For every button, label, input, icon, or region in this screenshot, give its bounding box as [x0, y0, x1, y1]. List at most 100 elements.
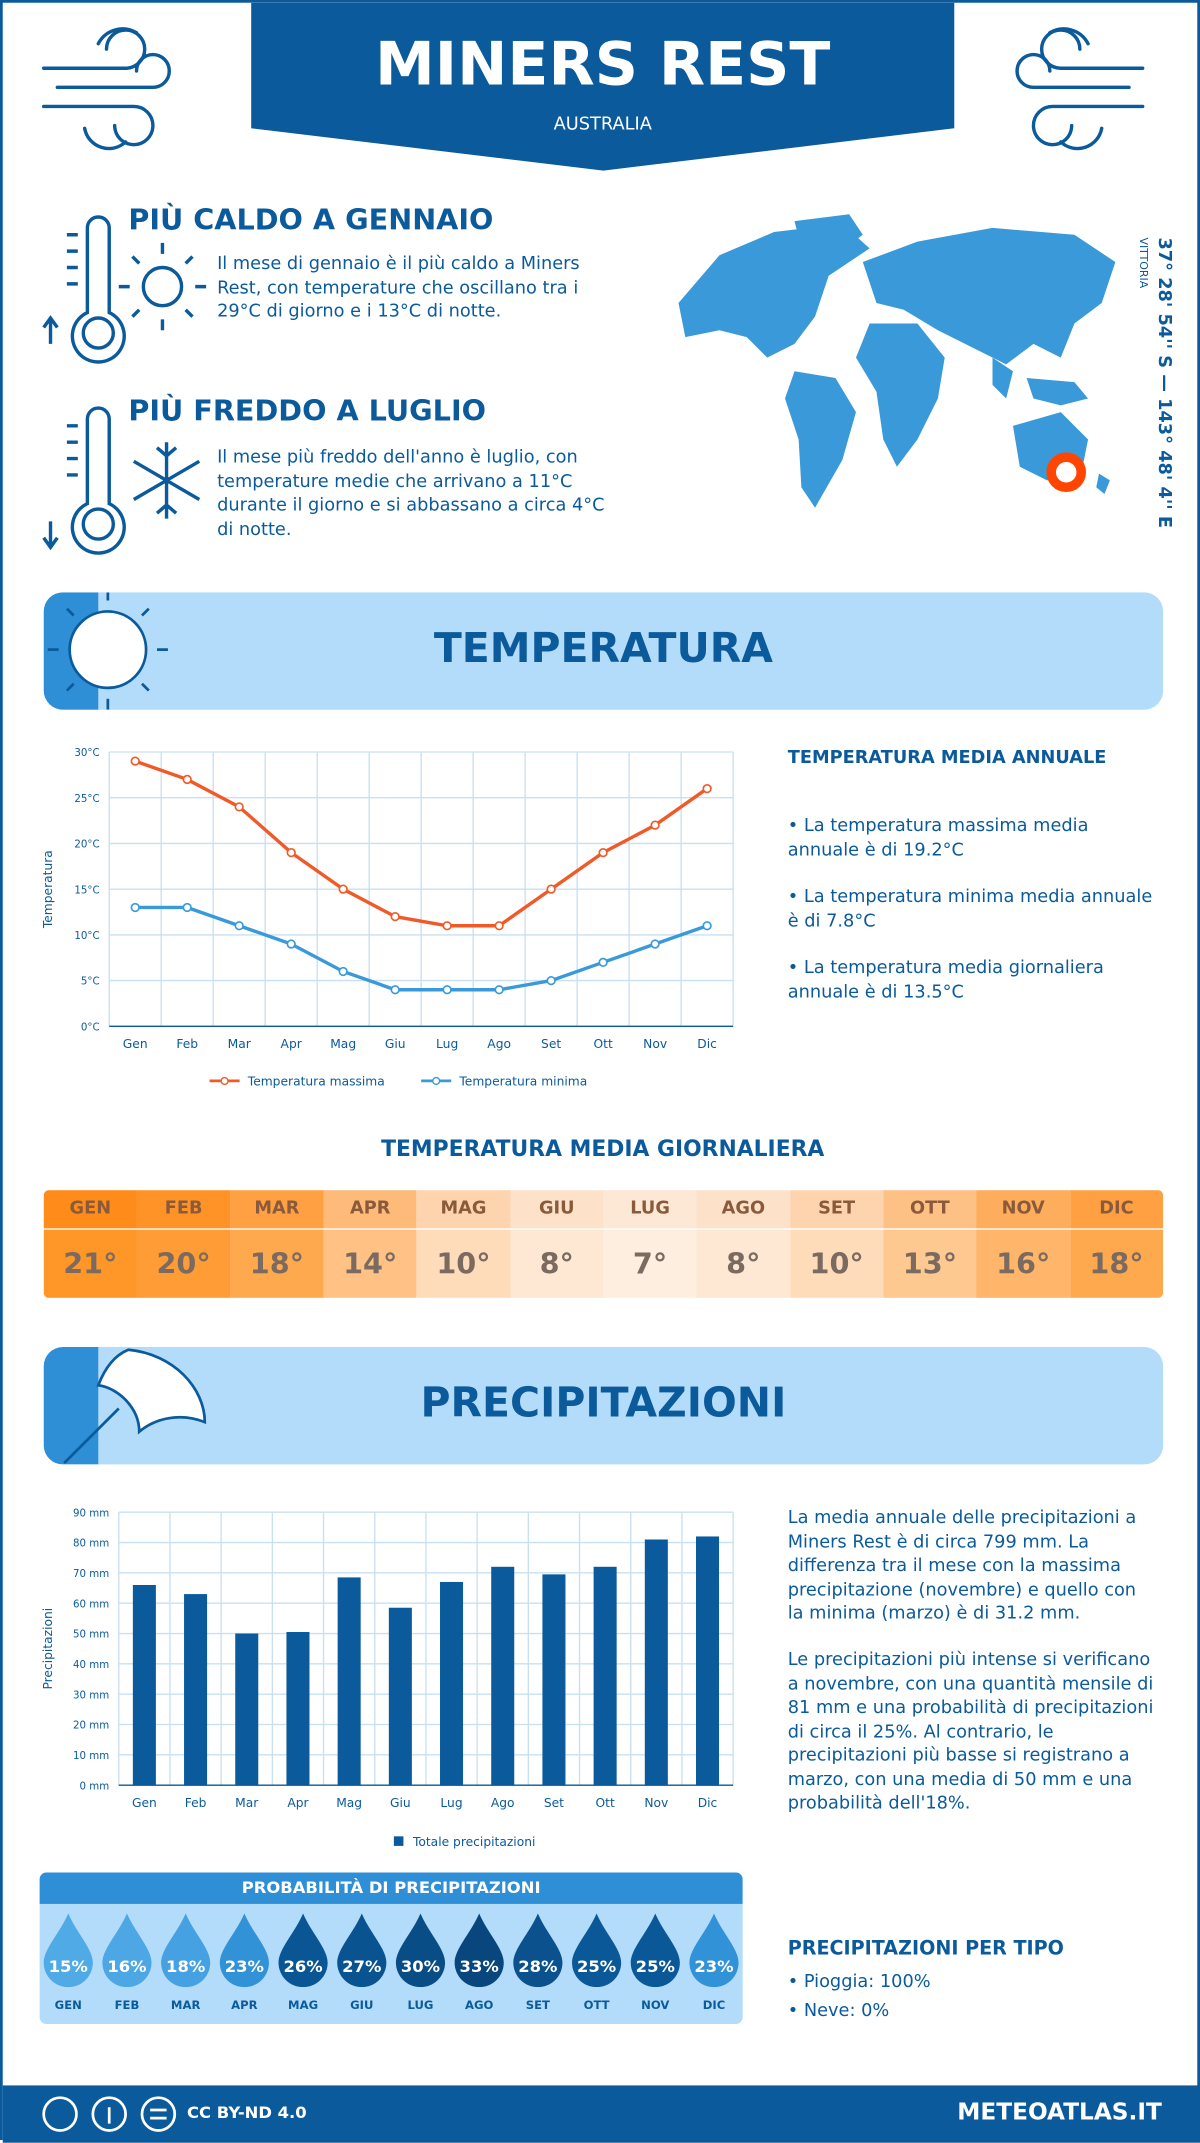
header-banner	[251, 2, 955, 171]
point	[338, 884, 348, 894]
x-tick-label: Ago	[487, 1037, 511, 1051]
region: VITTORIA	[1137, 237, 1150, 289]
point	[338, 966, 348, 977]
x-tick-label: Set	[544, 1796, 564, 1810]
legend-label: Totale precipitazioni	[412, 1835, 535, 1849]
bar	[542, 1574, 566, 1786]
legend-label: Temperatura massima	[247, 1075, 385, 1089]
page-subtitle: AUSTRALIA	[553, 114, 652, 136]
x-tick-label: Mag	[330, 1037, 356, 1051]
bar	[132, 1584, 156, 1786]
x-tick-label: Ago	[491, 1796, 515, 1810]
point	[130, 756, 140, 766]
point	[286, 939, 296, 949]
drop	[219, 1913, 269, 1988]
x-tick-label: Dic	[698, 1796, 718, 1810]
x-tick-label: Nov	[644, 1796, 668, 1810]
x-tick-label: Nov	[643, 1037, 667, 1051]
temp-cell: 10°	[789, 1229, 884, 1298]
y-tick-label: 20°C	[74, 840, 99, 851]
annual-temp-item: • La temperatura massima media annuale è…	[787, 816, 1089, 861]
x-tick-label: Mag	[336, 1796, 362, 1810]
temp-cell: 13°	[883, 1229, 977, 1298]
y-tick-label: 30 mm	[73, 1690, 109, 1701]
bar	[337, 1577, 361, 1786]
temp-cell: 14°	[323, 1229, 417, 1298]
y-tick-label: 30°C	[74, 748, 99, 759]
temp-cell: 18°	[230, 1229, 324, 1298]
drop-month: LUG	[407, 1999, 434, 2014]
point	[286, 847, 296, 858]
x-tick-label: Lug	[436, 1037, 458, 1051]
y-tick-label: 0°C	[81, 1022, 100, 1033]
temperature-chart: 0°C 5°C 10°C 15°C 20°C 25°C 30°C Gen Feb Mar Apr Ma…	[41, 748, 734, 1089]
line	[134, 759, 709, 928]
drop-month: OTT	[583, 1999, 610, 2014]
drop-label: 33%	[459, 1957, 499, 1977]
legend-label: Temperatura minima	[458, 1075, 587, 1089]
drop-icon	[454, 1913, 504, 1988]
x-tick-label: Giu	[390, 1796, 411, 1810]
month-header: NOV	[976, 1190, 1070, 1229]
bar	[184, 1594, 208, 1786]
drop	[395, 1913, 446, 1988]
x-tick-label: Apr	[281, 1037, 303, 1051]
warmest-title: PIÙ CALDO A GENNAIO	[128, 203, 494, 237]
point	[442, 985, 452, 995]
point	[182, 902, 192, 913]
drop	[278, 1913, 328, 1988]
umbrella-icon	[63, 1348, 207, 1465]
month-header: APR	[323, 1190, 417, 1229]
x-tick-label: Dic	[697, 1037, 717, 1051]
drop-label: 16%	[107, 1957, 147, 1977]
legend-marker	[432, 1076, 441, 1086]
drop-icon	[43, 1913, 93, 1988]
drop-label: 30%	[400, 1957, 441, 1977]
x-tick-label: Ott	[595, 1796, 614, 1810]
precipitation-title: PRECIPITAZIONI	[420, 1379, 787, 1428]
drop-icon	[689, 1913, 739, 1988]
location-marker	[1046, 452, 1087, 493]
x-tick-label: Feb	[176, 1037, 198, 1051]
license: CC BY-ND 4.0	[187, 2103, 307, 2123]
warm-icon	[42, 215, 207, 364]
bar	[440, 1581, 464, 1786]
drop	[337, 1913, 387, 1988]
point	[702, 783, 712, 794]
temp-cell: 21°	[43, 1229, 137, 1298]
precipitation-chart: 0 mm 10 mm 20 mm 30 mm 40 mm 50 mm 60 mm 70 mm 8…	[41, 1508, 734, 1849]
drop-label: 25%	[576, 1957, 617, 1977]
drop-label: 18%	[166, 1957, 206, 1977]
drop-month: NOV	[641, 1999, 670, 2014]
drop-label: 28%	[518, 1957, 558, 1977]
band-corner	[43, 1347, 99, 1465]
precipitation-band: PRECIPITAZIONI	[43, 1347, 1164, 1465]
y-tick-label: 80 mm	[73, 1539, 109, 1550]
point	[130, 902, 140, 913]
y-tick-label: 5°C	[81, 977, 100, 988]
point	[390, 911, 400, 922]
drop-label: 15%	[48, 1957, 88, 1977]
drop-label: 23%	[694, 1957, 734, 1977]
y-tick-label: 50 mm	[73, 1630, 109, 1641]
point	[702, 921, 712, 931]
month-header: OTT	[883, 1190, 977, 1229]
drop-label: 26%	[283, 1957, 323, 1977]
x-tick-label: Lug	[440, 1796, 462, 1810]
line	[135, 905, 708, 992]
coldest-text: Il mese più freddo dell'anno è luglio, c…	[217, 447, 605, 540]
coldest-title: PIÙ FREDDO A LUGLIO	[128, 394, 487, 428]
drop-month: DIC	[702, 1999, 726, 2014]
daily-temp-title: TEMPERATURA MEDIA GIORNALIERA	[381, 1135, 825, 1162]
thermometer-icons	[42, 215, 207, 555]
drop-icon	[161, 1913, 211, 1988]
probability-title: PROBABILITÀ DI PRECIPITAZIONI	[39, 1872, 743, 1904]
drop	[689, 1913, 739, 1988]
x-tick-label: Gen	[123, 1037, 148, 1051]
y-tick-label: 40 mm	[73, 1660, 109, 1671]
bar	[644, 1539, 668, 1786]
annual-temp-title: TEMPERATURA MEDIA ANNUALE	[787, 747, 1107, 769]
y-tick-label: 90 mm	[73, 1508, 109, 1519]
month-header: LUG	[603, 1190, 697, 1229]
precip-text: La media annuale delle precipitazioni a …	[787, 1508, 1137, 1625]
